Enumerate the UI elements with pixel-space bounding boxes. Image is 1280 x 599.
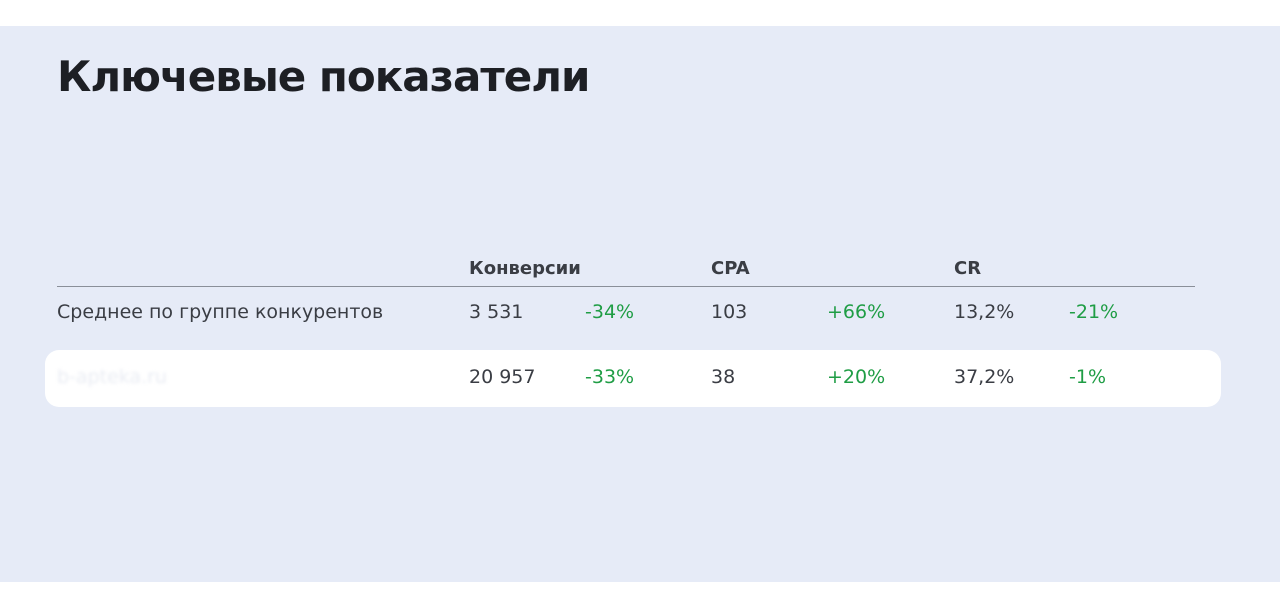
value-cell: 103 bbox=[711, 301, 748, 323]
value-cell: 3 531 bbox=[469, 301, 524, 323]
value-cell: 38 bbox=[711, 366, 736, 388]
change-cell: -33% bbox=[585, 366, 635, 388]
slide-panel bbox=[0, 26, 1280, 582]
highlight-row bbox=[45, 350, 1221, 407]
header-rule bbox=[57, 286, 1195, 287]
column-header: Конверсии bbox=[469, 258, 581, 279]
value-cell: 37,2% bbox=[954, 366, 1015, 388]
change-cell: -1% bbox=[1069, 366, 1106, 388]
row-label: b-apteka.ru bbox=[57, 366, 167, 388]
column-header: CR bbox=[954, 258, 982, 279]
column-header: CPA bbox=[711, 258, 750, 279]
change-cell: -21% bbox=[1069, 301, 1119, 323]
change-cell: -34% bbox=[585, 301, 635, 323]
change-cell: +20% bbox=[827, 366, 886, 388]
slide-title: Ключевые показатели bbox=[57, 52, 590, 101]
value-cell: 20 957 bbox=[469, 366, 536, 388]
value-cell: 13,2% bbox=[954, 301, 1015, 323]
row-label: Среднее по группе конкурентов bbox=[57, 301, 384, 323]
change-cell: +66% bbox=[827, 301, 886, 323]
